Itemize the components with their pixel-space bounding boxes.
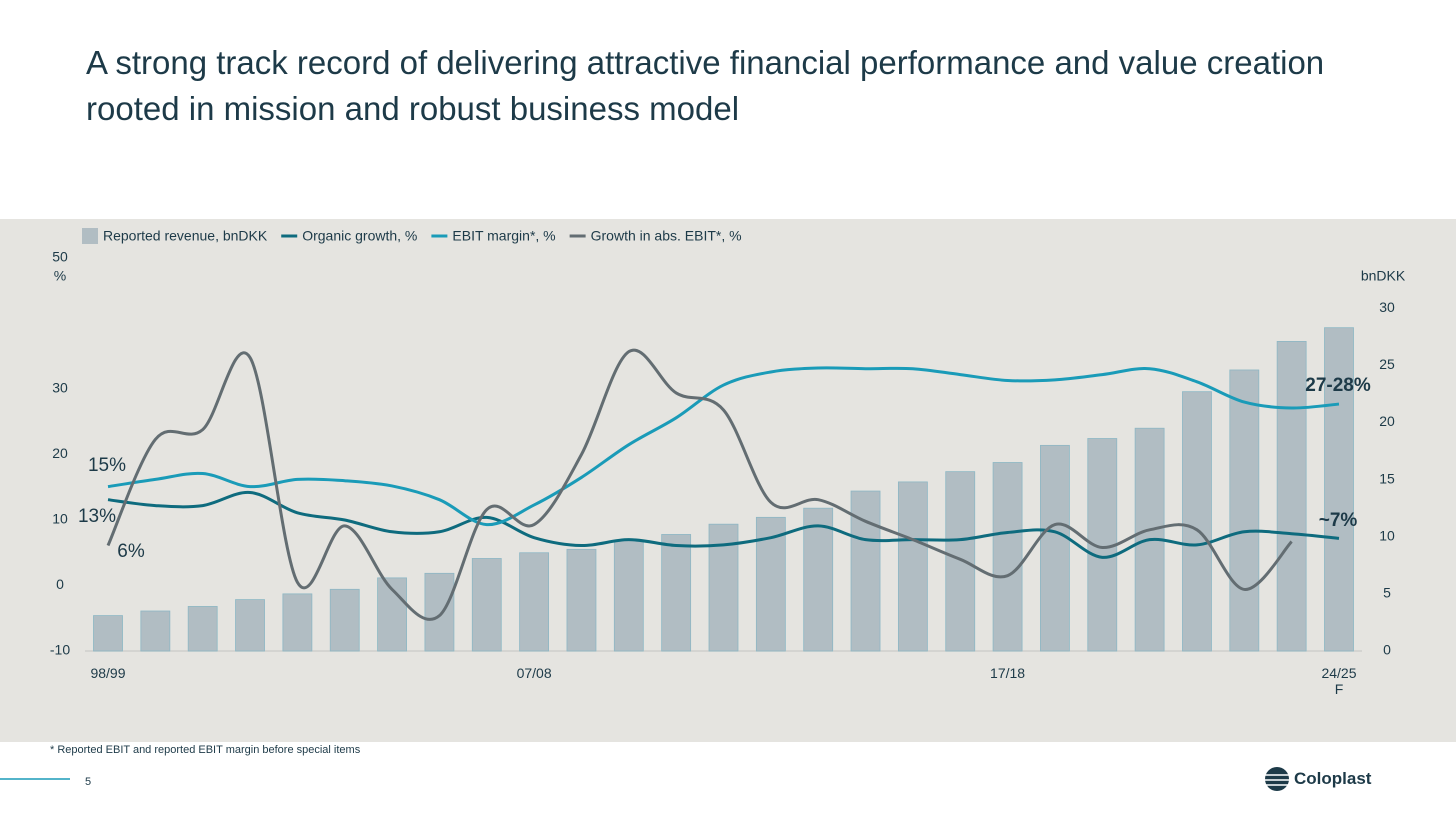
page-number: 5	[85, 776, 92, 788]
y-tick-label: 10	[52, 511, 68, 527]
y2-tick-label: 30	[1379, 299, 1395, 315]
bar	[897, 481, 928, 652]
bar	[945, 471, 976, 652]
bar	[613, 539, 644, 652]
legend-label: Organic growth, %	[302, 228, 417, 244]
bar	[566, 548, 597, 652]
bar	[93, 615, 123, 652]
legend-swatch	[82, 228, 98, 244]
bar	[1324, 327, 1354, 652]
bar	[1040, 444, 1070, 652]
line	[107, 366, 1340, 527]
footnote: * Reported EBIT and reported EBIT margin…	[50, 744, 361, 756]
y-tick-label: 20	[52, 445, 68, 461]
y-tick-label: 0	[56, 576, 64, 592]
bar	[1229, 369, 1260, 652]
y-tick-label: -10	[50, 642, 70, 658]
line	[106, 348, 1293, 621]
annotation: 6%	[117, 541, 145, 562]
annotation: ~7%	[1319, 510, 1358, 531]
y-tick-label: 50	[52, 249, 68, 265]
legend-label: Reported revenue, bnDKK	[103, 228, 268, 244]
line	[107, 490, 1340, 559]
bar	[803, 507, 834, 652]
bar	[992, 462, 1023, 652]
legend-label: Growth in abs. EBIT*, %	[591, 228, 742, 244]
annotation: 27-28%	[1305, 375, 1371, 396]
x-tick-label: 17/18	[990, 665, 1026, 681]
chart-panel	[0, 219, 1456, 742]
slide-title: A strong track record of delivering attr…	[86, 44, 1325, 127]
x-tick-label: 98/99	[90, 665, 126, 681]
annotation: 15%	[88, 455, 126, 476]
y2-tick-label: 10	[1379, 527, 1395, 543]
y2-tick-label: 0	[1383, 642, 1391, 658]
bar	[282, 593, 313, 652]
bar	[424, 572, 455, 652]
bar	[1182, 391, 1212, 652]
logo-icon	[1265, 767, 1289, 791]
logo-text: Coloplast	[1294, 769, 1372, 788]
bar	[187, 606, 218, 652]
y2-tick-label: 15	[1379, 470, 1395, 486]
x-tick-label: 24/25 F	[1321, 665, 1357, 697]
bar	[1276, 340, 1307, 652]
y2-axis-label: bnDKK	[1361, 268, 1406, 284]
y-tick-label: 30	[52, 380, 68, 396]
y2-tick-label: 20	[1379, 413, 1395, 429]
y-axis-label: %	[54, 268, 66, 284]
bar	[329, 588, 360, 652]
y2-tick-label: 5	[1383, 585, 1391, 601]
y2-tick-label: 25	[1379, 356, 1395, 372]
x-tick-label: 07/08	[516, 665, 552, 681]
bar	[519, 552, 550, 652]
bar	[235, 599, 265, 652]
legend-label: EBIT margin*, %	[452, 228, 555, 244]
bar	[661, 534, 692, 652]
annotation: 13%	[78, 506, 116, 527]
bar	[140, 610, 171, 652]
bar	[471, 558, 502, 652]
